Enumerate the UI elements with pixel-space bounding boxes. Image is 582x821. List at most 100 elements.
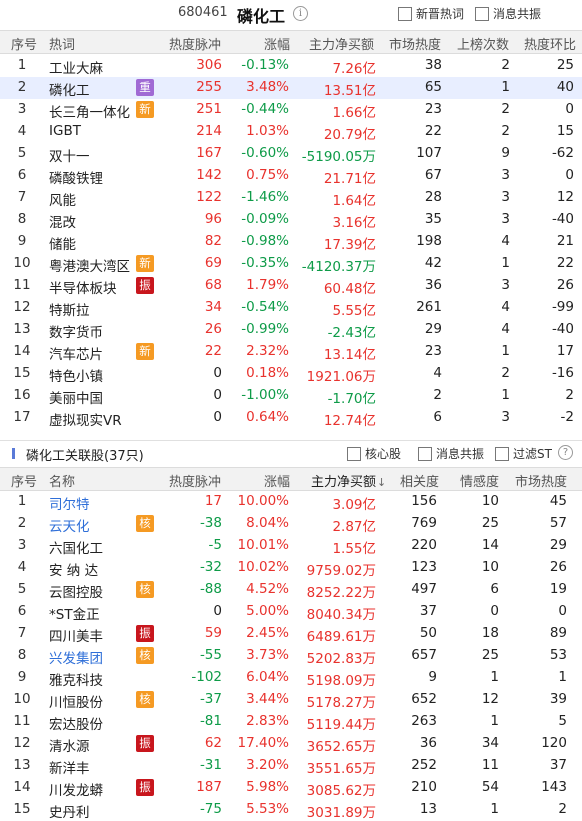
hotword-name[interactable]: 储能 [49,237,76,253]
hotword-name[interactable]: 粤港澳大湾区 [49,259,130,275]
col-stock-name[interactable]: 名称 [49,475,76,490]
table-row[interactable]: 14 川发龙蟒 振 187 5.98% 3085.62万 210 54 143 [0,777,582,799]
new-hotword-checkbox[interactable]: 新晋热词 [398,5,464,22]
checkbox-box[interactable] [495,446,509,461]
table-row[interactable]: 13 数字货币 26 -0.99% -2.43亿 29 4 -40 [0,319,582,341]
hotword-name[interactable]: 虚拟现实VR [49,413,122,429]
market-heat-value: 36 [424,277,442,293]
core-stock-checkbox[interactable]: 核心股 [347,445,401,462]
hotword-name[interactable]: IGBT [49,123,81,139]
stock-name[interactable]: 云天化 [49,519,90,535]
stock-name[interactable]: *ST金正 [49,607,100,623]
relevance-value: 9 [428,669,437,685]
table-row[interactable]: 13 新洋丰 -31 3.20% 3551.65万 252 11 37 [0,755,582,777]
col-sentiment[interactable]: 情感度 [460,475,500,490]
col-index[interactable]: 序号 [11,475,38,490]
table-row[interactable]: 10 川恒股份 核 -37 3.44% 5178.27万 652 12 39 [0,689,582,711]
stock-name[interactable]: 宏达股份 [49,717,103,733]
checkbox-label: 核心股 [365,447,402,461]
checkbox-box[interactable] [398,6,412,21]
table-row[interactable]: 10 粤港澳大湾区新 69 -0.35% -4120.37万 42 1 22 [0,253,582,275]
col-heat-ratio[interactable]: 热度环比 [524,38,577,53]
table-row[interactable]: 12 清水源 振 62 17.40% 3652.65万 36 34 120 [0,733,582,755]
change-value: 6.04% [246,669,289,685]
checkbox-box[interactable] [475,6,489,21]
col-market-heat[interactable]: 市场热度 [389,38,442,53]
hotword-badge: 新 [136,343,154,360]
stock-name[interactable]: 兴发集团 [49,651,103,667]
table-row[interactable]: 8 混改 96 -0.09% 3.16亿 35 3 -40 [0,209,582,231]
col-net-buy[interactable]: 主力净买额 [309,38,375,53]
table-row[interactable]: 12 特斯拉 34 -0.54% 5.55亿 261 4 -99 [0,297,582,319]
table-row[interactable]: 3 六国化工 -5 10.01% 1.55亿 220 14 29 [0,535,582,557]
stock-name[interactable]: 清水源 [49,739,90,755]
hotword-name[interactable]: 双十一 [49,149,90,165]
market-heat-value: 67 [424,167,442,183]
col-pulse[interactable]: 热度脉冲 [169,475,222,490]
stock-name[interactable]: 四川美丰 [49,629,103,645]
table-row[interactable]: 11 宏达股份 -81 2.83% 5119.44万 263 1 5 [0,711,582,733]
stock-name[interactable]: 司尔特 [49,497,90,513]
hotword-name[interactable]: 汽车芯片 [49,347,103,363]
table-row[interactable]: 1 司尔特 17 10.00% 3.09亿 156 10 45 [0,491,582,513]
hotword-name[interactable]: 混改 [49,215,76,231]
table-row[interactable]: 7 风能 122 -1.46% 1.64亿 28 3 12 [0,187,582,209]
filter-st-checkbox[interactable]: 过滤ST [495,445,552,462]
checkbox-box[interactable] [418,446,432,461]
table-row[interactable]: 1 工业大麻 306 -0.13% 7.26亿 38 2 25 [0,55,582,77]
stock-name[interactable]: 安 纳 达 [49,563,99,579]
col-relevance[interactable]: 相关度 [400,475,440,490]
col-change[interactable]: 涨幅 [264,38,291,53]
table-row[interactable]: 9 储能 82 -0.98% 17.39亿 198 4 21 [0,231,582,253]
table-row[interactable]: 17 虚拟现实VR 0 0.64% 12.74亿 6 3 -2 [0,407,582,429]
hotword-name[interactable]: 半导体板块 [49,281,117,297]
hotword-name[interactable]: 工业大麻 [49,61,103,77]
table-row[interactable]: 2 云天化 核 -38 8.04% 2.87亿 769 25 57 [0,513,582,535]
table-row[interactable]: 9 雅克科技 -102 6.04% 5198.09万 9 1 1 [0,667,582,689]
hotword-name[interactable]: 特色小镇 [49,369,103,385]
table-row[interactable]: 6 磷酸铁锂 142 0.75% 21.71亿 67 3 0 [0,165,582,187]
stock-name[interactable]: 云图控股 [49,585,103,601]
stock-name[interactable]: 史丹利 [49,805,90,821]
hotword-name[interactable]: 特斯拉 [49,303,90,319]
net-buy-value: 1.64亿 [332,193,376,209]
news-resonance-checkbox[interactable]: 消息共振 [475,5,541,22]
table-row[interactable]: 4 安 纳 达 -32 10.02% 9759.02万 123 10 26 [0,557,582,579]
table-row[interactable]: 2 磷化工 重 255 3.48% 13.51亿 65 1 40 [0,77,582,99]
stock-name[interactable]: 雅克科技 [49,673,103,689]
stock-name[interactable]: 新洋丰 [49,761,90,777]
help-icon[interactable]: ? [558,445,573,460]
table-row[interactable]: 7 四川美丰 振 59 2.45% 6489.61万 50 18 89 [0,623,582,645]
col-index[interactable]: 序号 [11,38,38,53]
col-change[interactable]: 涨幅 [264,475,291,490]
table-row[interactable]: 5 云图控股 核 -88 4.52% 8252.22万 497 6 19 [0,579,582,601]
news-resonance-checkbox-2[interactable]: 消息共振 [418,445,484,462]
info-icon[interactable]: i [293,6,308,21]
col-market-heat[interactable]: 市场热度 [515,475,568,490]
col-pulse[interactable]: 热度脉冲 [169,38,222,53]
hotword-name[interactable]: 磷酸铁锂 [49,171,103,187]
table-row[interactable]: 11 半导体板块 振 68 1.79% 60.48亿 36 3 26 [0,275,582,297]
hotword-name[interactable]: 美丽中国 [49,391,103,407]
table-row[interactable]: 15 特色小镇 0 0.18% 1921.06万 4 2 -16 [0,363,582,385]
row-index: 13 [13,757,31,773]
stock-name[interactable]: 川发龙蟒 [49,783,103,799]
col-hotword[interactable]: 热词 [49,38,76,53]
hotword-name[interactable]: 风能 [49,193,76,209]
checkbox-box[interactable] [347,446,361,461]
hotword-name[interactable]: 磷化工 [49,83,90,99]
table-row[interactable]: 6 *ST金正 0 5.00% 8040.34万 37 0 0 [0,601,582,623]
hotword-name[interactable]: 长三角一体化 [49,105,130,121]
stock-name[interactable]: 六国化工 [49,541,103,557]
hotword-name[interactable]: 数字货币 [49,325,103,341]
col-list-times[interactable]: 上榜次数 [457,38,510,53]
table-row[interactable]: 16 美丽中国 0 -1.00% -1.70亿 2 1 2 [0,385,582,407]
table-row[interactable]: 3 长三角一体化新 251 -0.44% 1.66亿 23 2 0 [0,99,582,121]
stock-name[interactable]: 川恒股份 [49,695,103,711]
table-row[interactable]: 4 IGBT 214 1.03% 20.79亿 22 2 15 [0,121,582,143]
table-row[interactable]: 5 双十一 167 -0.60% -5190.05万 107 9 -62 [0,143,582,165]
col-net-buy-sorted[interactable]: 主力净买额↓ [311,471,386,490]
table-row[interactable]: 15 史丹利 -75 5.53% 3031.89万 13 1 2 [0,799,582,821]
table-row[interactable]: 8 兴发集团 核 -55 3.73% 5202.83万 657 25 53 [0,645,582,667]
table-row[interactable]: 14 汽车芯片 新 22 2.32% 13.14亿 23 1 17 [0,341,582,363]
